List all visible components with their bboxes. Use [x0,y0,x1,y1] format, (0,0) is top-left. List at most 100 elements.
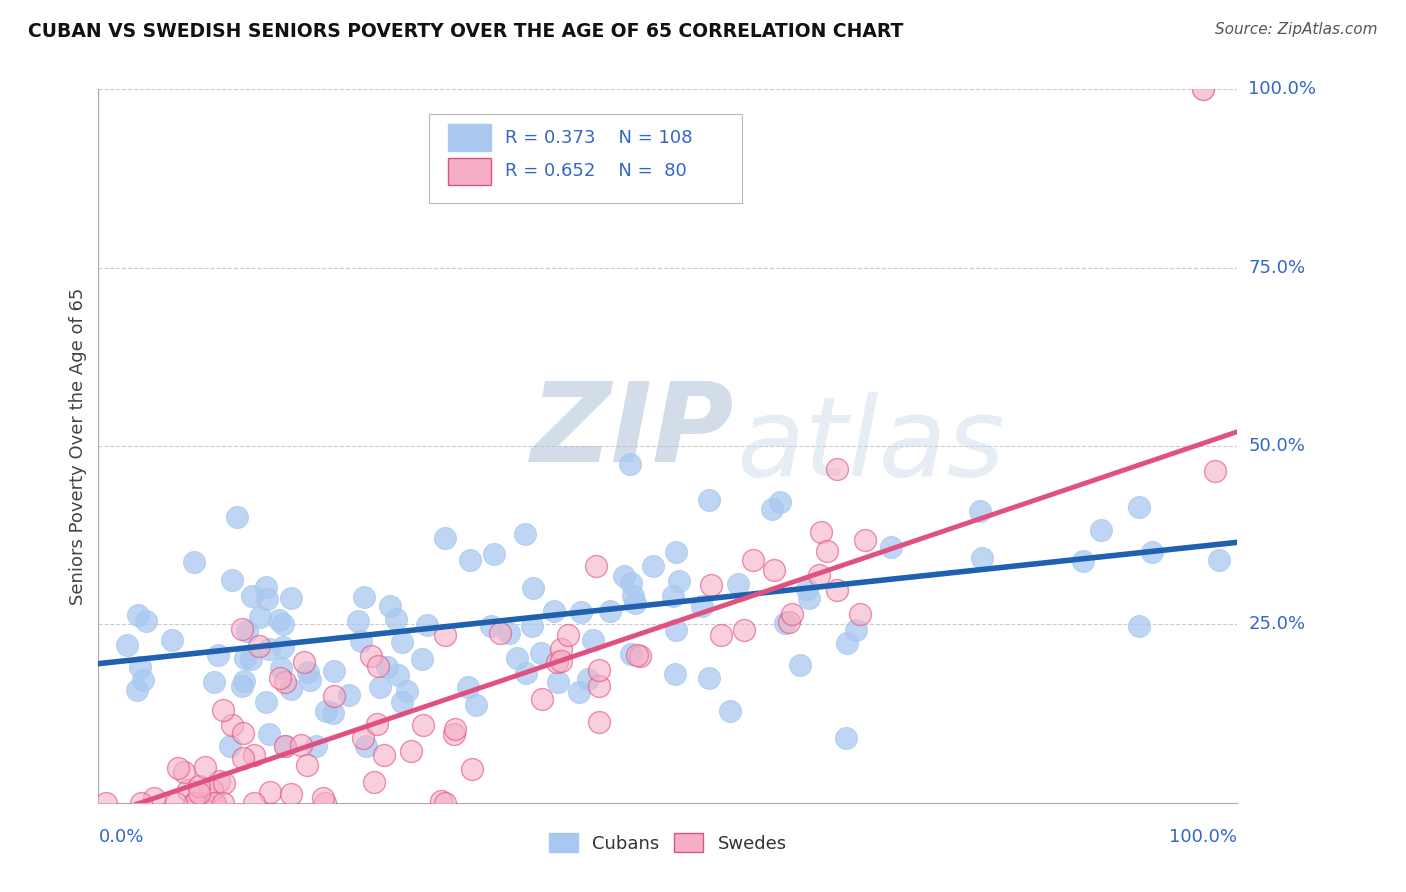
Point [219,739,242,753]
Point [727,577,749,591]
Point [322,706,344,721]
Point [444,722,467,736]
Text: 75.0%: 75.0% [1249,259,1306,277]
Point [270,661,292,675]
Point [547,674,569,689]
Point [522,581,544,595]
Text: ZIP: ZIP [531,378,735,485]
Point [354,739,377,753]
Point [290,738,312,752]
Point [641,558,664,573]
Point [298,673,321,688]
FancyBboxPatch shape [429,114,742,203]
Text: R = 0.652    N =  80: R = 0.652 N = 80 [505,162,686,180]
Point [1071,554,1094,568]
Point [588,680,610,694]
Point [236,624,259,639]
Point [259,785,281,799]
Point [780,607,803,621]
Point [697,672,720,686]
Point [367,659,389,673]
Point [184,796,207,810]
Point [835,636,858,650]
Point [412,717,434,731]
Point [1192,82,1215,96]
Point [352,731,374,745]
Point [305,739,328,753]
Point [212,703,235,717]
Text: Source: ZipAtlas.com: Source: ZipAtlas.com [1215,22,1378,37]
Point [626,648,648,662]
Point [1204,464,1226,478]
Text: 100.0%: 100.0% [1170,828,1237,846]
Point [363,774,385,789]
Point [373,747,395,762]
Point [391,695,413,709]
Legend: Cubans, Swedes: Cubans, Swedes [544,828,792,858]
Point [613,569,636,583]
Point [546,656,568,670]
Point [129,796,152,810]
Point [94,796,117,810]
Point [834,731,856,745]
Point [970,551,993,566]
Point [177,783,200,797]
Point [845,624,868,638]
Point [257,642,280,657]
Point [212,776,235,790]
Point [815,544,838,558]
Point [569,605,592,619]
Point [243,748,266,763]
Point [256,592,278,607]
Point [665,624,688,638]
Point [233,673,256,688]
Point [853,533,876,548]
Text: atlas: atlas [737,392,1005,500]
Point [797,591,820,605]
Text: R = 0.373    N = 108: R = 0.373 N = 108 [505,128,693,146]
Point [619,457,641,471]
Point [115,639,138,653]
Point [621,589,644,603]
Point [274,739,297,753]
Point [588,663,610,677]
Point [208,773,231,788]
Point [665,545,688,559]
Point [125,682,148,697]
Point [530,646,553,660]
Point [280,788,302,802]
Point [267,613,290,627]
Point [135,614,157,628]
Point [461,762,484,776]
Point [429,794,451,808]
Point [280,681,302,696]
Point [314,796,336,810]
Point [576,672,599,686]
Point [464,698,486,713]
Point [221,573,243,587]
Point [849,607,872,622]
Point [312,790,335,805]
Point [292,655,315,669]
Point [193,796,215,810]
Point [132,673,155,687]
Point [247,639,270,653]
Point [322,664,344,678]
Point [183,555,205,569]
Point [378,599,401,614]
Point [668,574,690,588]
Point [513,527,536,541]
Y-axis label: Seniors Poverty Over the Age of 65: Seniors Poverty Over the Age of 65 [69,287,87,605]
Point [1128,619,1150,633]
Point [733,623,755,637]
Point [763,563,786,577]
Point [366,717,388,731]
Point [297,665,319,679]
Point [315,704,337,718]
Point [274,739,297,753]
Text: 0.0%: 0.0% [98,828,143,846]
Point [557,627,579,641]
Point [167,761,190,775]
Point [194,760,217,774]
Point [718,704,741,718]
